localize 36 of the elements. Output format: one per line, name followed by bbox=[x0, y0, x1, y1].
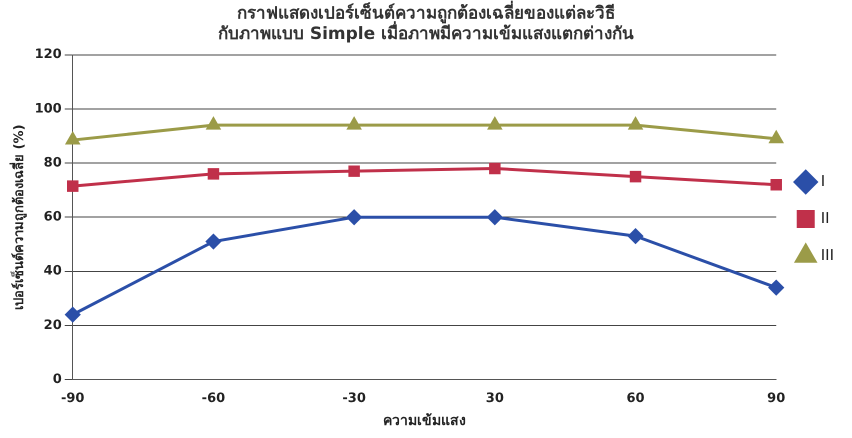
x-tick-label: -30 bbox=[342, 390, 366, 406]
point bbox=[489, 162, 501, 174]
point bbox=[206, 234, 221, 250]
point bbox=[208, 168, 220, 180]
point bbox=[768, 280, 784, 296]
point bbox=[488, 118, 502, 130]
y-tick-label: 120 bbox=[34, 47, 62, 62]
x-tick-label: 30 bbox=[486, 390, 504, 406]
point bbox=[630, 170, 642, 182]
point bbox=[66, 132, 80, 145]
y-tick-label: 100 bbox=[34, 101, 62, 116]
y-tick-label: 80 bbox=[44, 155, 62, 170]
point bbox=[487, 210, 502, 225]
legend-label: III bbox=[820, 246, 834, 264]
point bbox=[66, 180, 78, 192]
point bbox=[628, 228, 644, 244]
point bbox=[206, 118, 220, 130]
point bbox=[628, 118, 642, 130]
point bbox=[347, 118, 361, 130]
x-tick-label: -60 bbox=[202, 390, 226, 406]
y-tick-label: 60 bbox=[44, 210, 62, 225]
y-tick-label: 40 bbox=[44, 264, 62, 279]
point bbox=[770, 131, 783, 144]
y-axis-title: เปอร์เซ็นต์ความถูกต้องเฉลี่ย (%) bbox=[9, 124, 28, 310]
y-tick-label: 0 bbox=[52, 372, 62, 387]
point bbox=[346, 210, 362, 225]
legend-label: I bbox=[820, 172, 826, 190]
x-axis-title: ความเข้มแสง bbox=[382, 413, 466, 430]
x-tick-label: 60 bbox=[626, 390, 645, 406]
point bbox=[770, 178, 782, 190]
x-tick-label: 90 bbox=[767, 390, 786, 406]
point bbox=[65, 307, 80, 322]
point bbox=[348, 165, 360, 177]
y-tick-label: 20 bbox=[44, 318, 62, 333]
legend-label: II bbox=[820, 208, 830, 227]
x-tick-label: -90 bbox=[60, 390, 84, 406]
